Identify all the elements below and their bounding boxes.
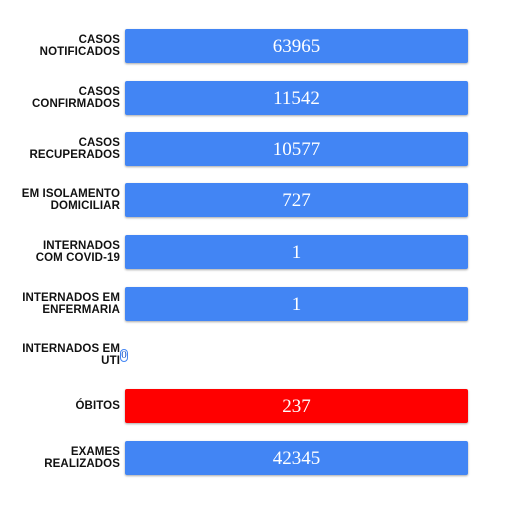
- stat-bar[interactable]: 1: [125, 235, 468, 269]
- stat-bar[interactable]: 1: [125, 287, 468, 321]
- stat-row-internados-enfermaria: INTERNADOS EM ENFERMARIA 1: [0, 287, 514, 321]
- stat-value: 727: [282, 189, 311, 211]
- stat-row-casos-notificados: CASOS NOTIFICADOS 63965: [0, 29, 514, 63]
- stat-value: 42345: [272, 447, 321, 469]
- stat-row-internados-com-covid: INTERNADOS COM COVID-19 1: [0, 235, 514, 269]
- stat-label-line: EXAMES: [70, 446, 120, 458]
- stat-row-em-isolamento-domiciliar: EM ISOLAMENTO DOMICILIAR 727: [0, 183, 514, 217]
- stat-row-exames-realizados: EXAMES REALIZADOS 42345: [0, 441, 514, 475]
- stat-label-line: UTI: [101, 355, 120, 367]
- stat-label: CASOS NOTIFICADOS: [8, 29, 120, 63]
- stat-label-line: INTERNADOS: [42, 240, 120, 252]
- stat-value: 10577: [272, 138, 321, 160]
- stat-row-obitos: ÓBITOS 237: [0, 389, 514, 423]
- stat-label-line: CONFIRMADOS: [32, 98, 120, 110]
- stat-label-line: NOTIFICADOS: [39, 46, 120, 58]
- stat-label: EM ISOLAMENTO DOMICILIAR: [8, 183, 120, 217]
- stat-label: CASOS CONFIRMADOS: [8, 81, 120, 115]
- stat-bar[interactable]: 11542: [125, 81, 468, 115]
- stat-label: CASOS RECUPERADOS: [8, 132, 120, 166]
- stat-bar[interactable]: 237: [125, 389, 468, 423]
- stat-label-line: CASOS: [78, 86, 120, 98]
- stat-label-line: DOMICILIAR: [50, 200, 120, 212]
- stat-bar[interactable]: 727: [125, 183, 468, 217]
- stat-value: 1: [291, 293, 302, 315]
- stat-label: INTERNADOS EM ENFERMARIA: [8, 287, 120, 321]
- stat-label: INTERNADOS EM UTI: [8, 338, 120, 372]
- stat-label-line: CASOS: [78, 34, 120, 46]
- stat-value: 0: [121, 349, 127, 361]
- stat-bar-zero[interactable]: 0: [120, 349, 128, 362]
- stat-label: INTERNADOS COM COVID-19: [8, 235, 120, 269]
- stat-label: ÓBITOS: [8, 389, 120, 423]
- stat-value: 237: [282, 395, 311, 417]
- stat-value: 1: [291, 241, 302, 263]
- stat-label-line: ENFERMARIA: [42, 304, 120, 316]
- stat-row-casos-confirmados: CASOS CONFIRMADOS 11542: [0, 81, 514, 115]
- stat-label-line: ÓBITOS: [75, 400, 120, 412]
- stat-label-line: REALIZADOS: [44, 458, 120, 470]
- stat-bar[interactable]: 63965: [125, 29, 468, 63]
- stat-value: 63965: [272, 35, 321, 57]
- stat-value: 11542: [273, 87, 320, 109]
- stat-label: EXAMES REALIZADOS: [8, 441, 120, 475]
- stat-label-line: EM ISOLAMENTO: [21, 188, 120, 200]
- stat-label-line: COM COVID-19: [35, 252, 120, 264]
- stat-bar[interactable]: 42345: [125, 441, 468, 475]
- stat-label-line: RECUPERADOS: [29, 149, 120, 161]
- stat-row-internados-uti: INTERNADOS EM UTI 0: [0, 338, 514, 372]
- stat-label-line: INTERNADOS EM: [22, 343, 120, 355]
- stat-bar[interactable]: 10577: [125, 132, 468, 166]
- stat-row-casos-recuperados: CASOS RECUPERADOS 10577: [0, 132, 514, 166]
- stat-label-line: INTERNADOS EM: [22, 292, 120, 304]
- stat-label-line: CASOS: [78, 137, 120, 149]
